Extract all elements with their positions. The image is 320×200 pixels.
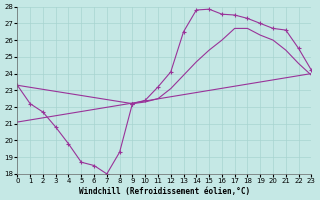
X-axis label: Windchill (Refroidissement éolien,°C): Windchill (Refroidissement éolien,°C) xyxy=(79,187,250,196)
